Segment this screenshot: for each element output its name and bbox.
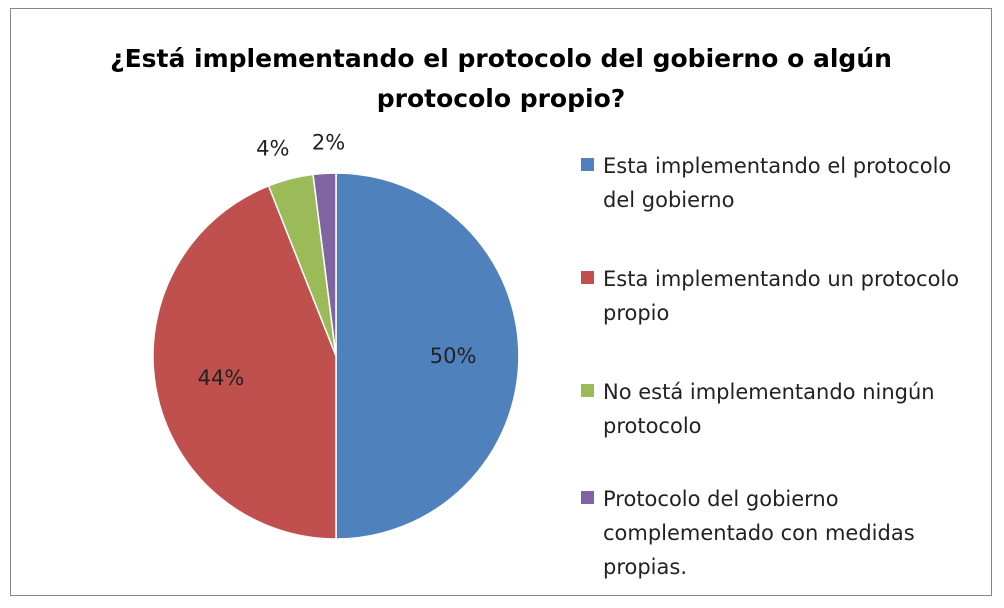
pie-chart: 50% 44% 4% 2%: [152, 130, 520, 540]
pie-slice: [152, 184, 337, 540]
legend-swatch: [581, 384, 594, 397]
pie-data-label: 44%: [198, 366, 245, 390]
legend-swatch: [581, 271, 594, 284]
pie-slice: [335, 172, 520, 540]
pie-data-labels: 50% 44% 4% 2%: [198, 130, 477, 390]
pie-slices: [152, 172, 520, 540]
legend-swatch: [581, 491, 594, 504]
chart-frame: ¿Está implementando el protocolo del gob…: [10, 8, 992, 596]
chart-title: ¿Está implementando el protocolo del gob…: [110, 44, 892, 113]
pie-data-label: 4%: [256, 137, 289, 161]
legend-label: Esta implementando el protocolo del gobi…: [603, 154, 952, 212]
pie-data-label: 2%: [312, 130, 345, 154]
legend-label: No está implementando ningún protocolo: [603, 380, 935, 438]
legend-label: Esta implementando un protocolo propio: [603, 267, 960, 325]
legend-label: Protocolo del gobierno complementado con…: [603, 487, 915, 579]
legend-swatch: [581, 158, 594, 171]
pie-data-label: 50%: [430, 344, 477, 368]
pie-slice: [312, 172, 337, 357]
